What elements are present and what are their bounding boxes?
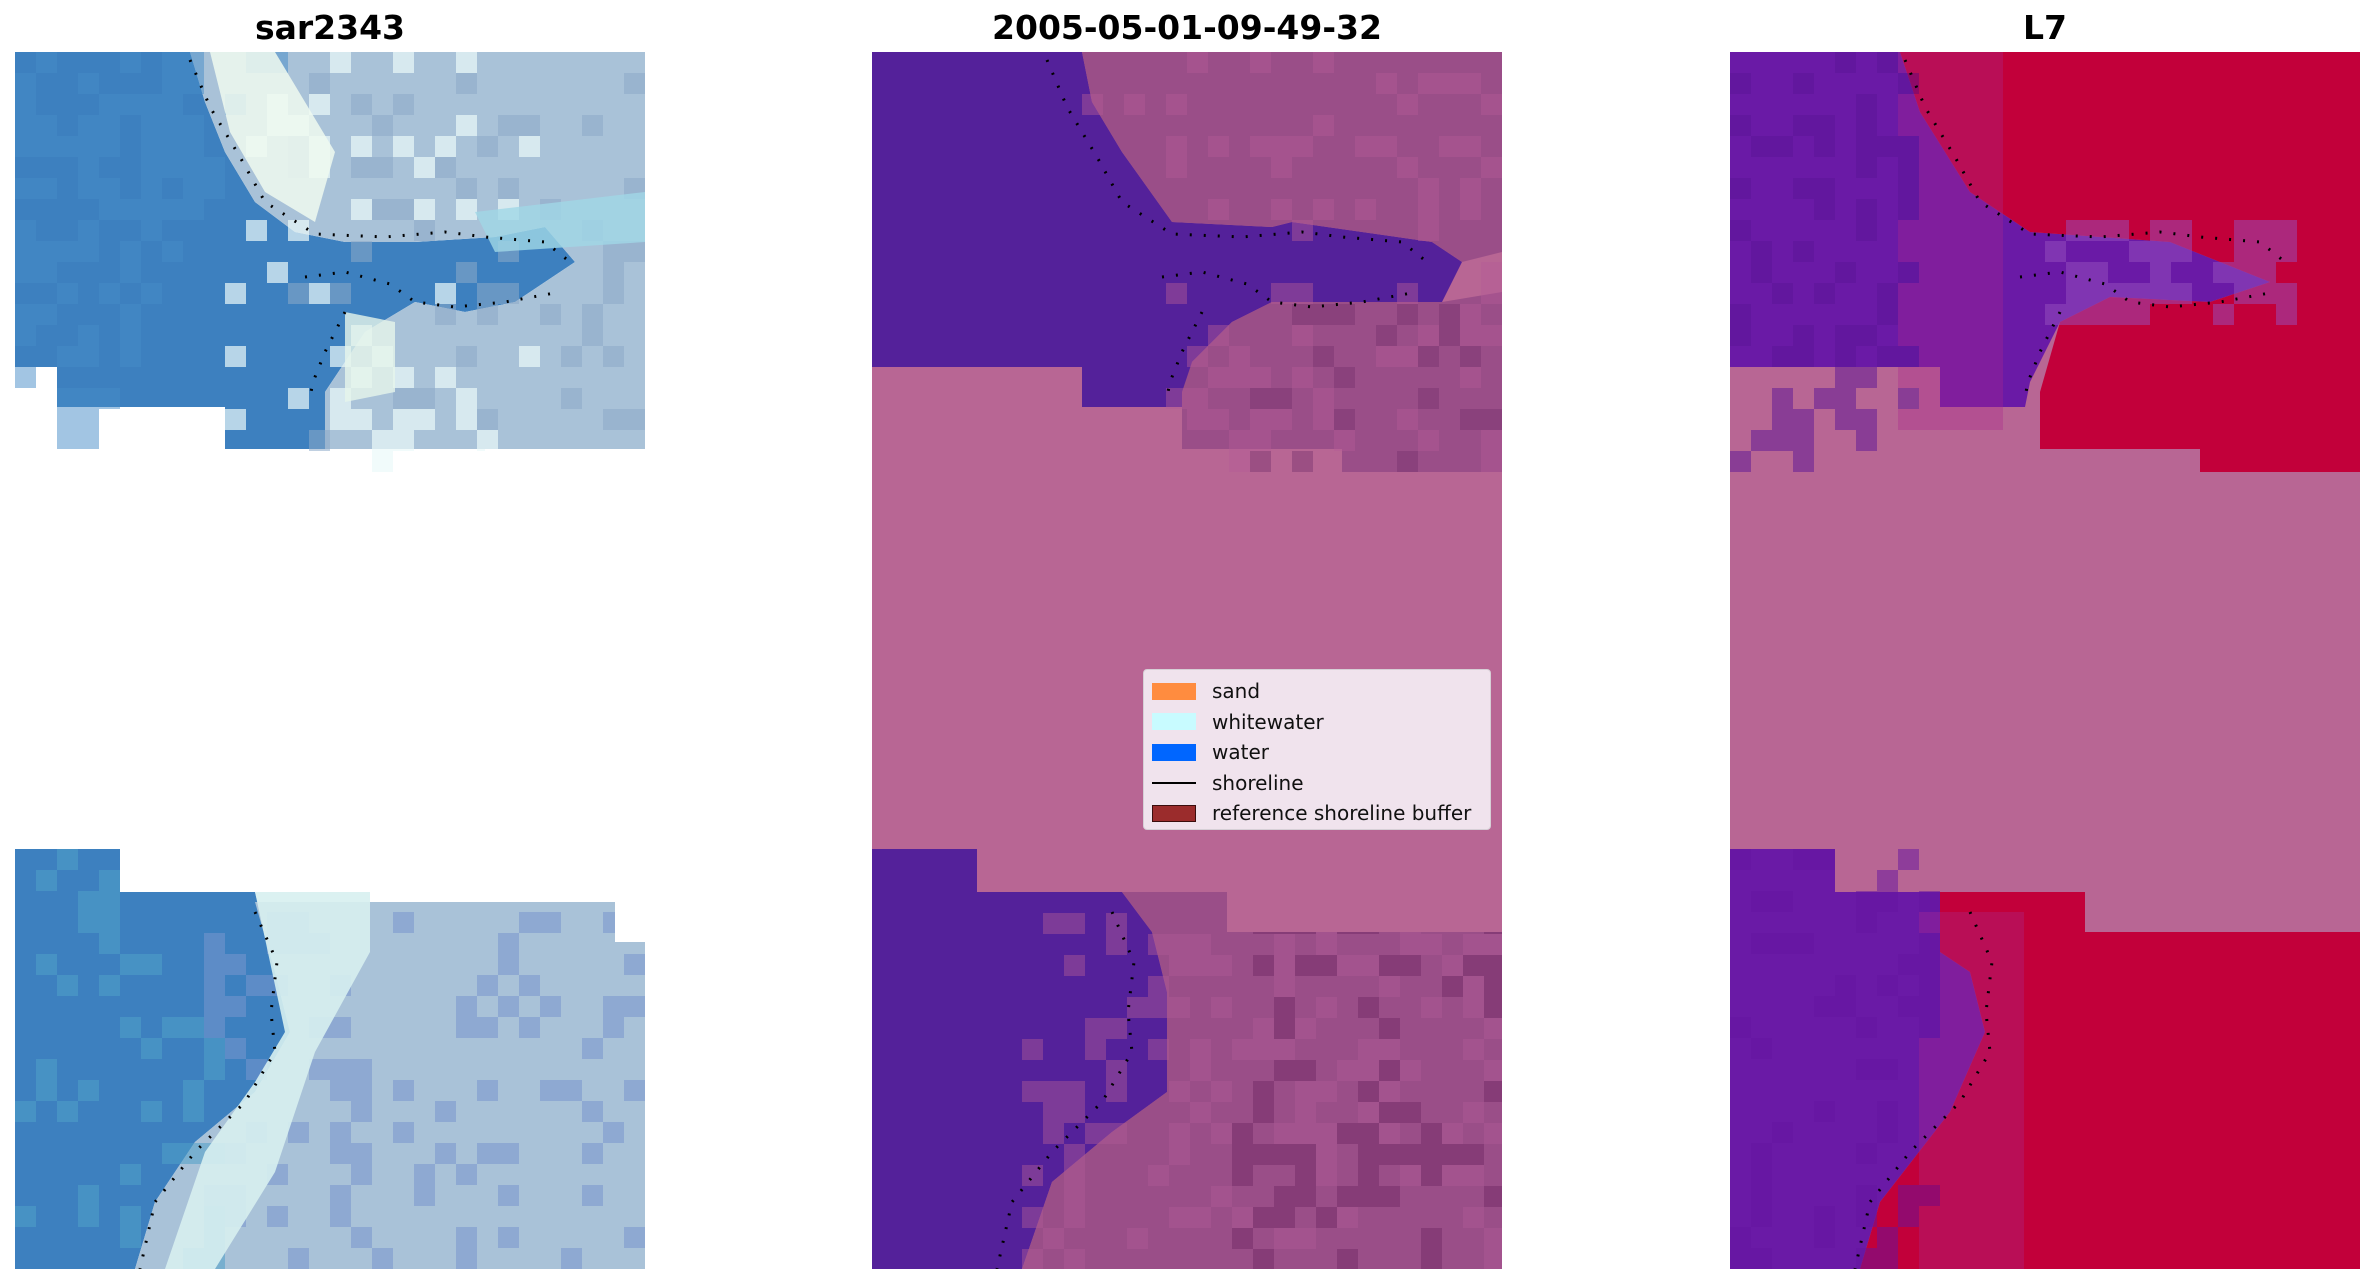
- rgb-whitewater-top-2: [345, 312, 395, 402]
- rgb-nodata-corner-3: [485, 449, 645, 472]
- legend-item-whitewater: whitewater: [1152, 707, 1490, 738]
- rgb-nodata-gap: [15, 472, 645, 849]
- legend-item-reference-buffer: reference shoreline buffer: [1152, 798, 1490, 829]
- class-water-bottom: [872, 849, 1167, 1269]
- index-shoreline-top-3: [2023, 311, 2062, 398]
- classification-image-panel: [872, 52, 1502, 1269]
- index-image-panel: [1730, 52, 2360, 1269]
- rgb-image: [15, 52, 645, 1269]
- shoreline-line-swatch: [1152, 781, 1196, 784]
- legend-label-shoreline: shoreline: [1212, 770, 1304, 795]
- water-swatch: [1152, 743, 1196, 761]
- rgb-shoreline-top: [188, 59, 571, 264]
- class-water-top: [872, 52, 1462, 407]
- rgb-nodata-notch: [370, 892, 645, 902]
- legend-item-shoreline: shoreline: [1152, 768, 1490, 799]
- rgb-nodata-corner-4: [120, 849, 645, 892]
- class-land-top: [1082, 52, 1502, 262]
- panel-title-rgb: sar2343: [254, 8, 406, 47]
- legend-item-sand: sand: [1152, 676, 1490, 707]
- legend-label-water: water: [1212, 740, 1269, 765]
- class-texture-top: [1082, 52, 1502, 472]
- reference-buffer-swatch: [1152, 804, 1196, 822]
- index-land-bottom: [1860, 892, 2360, 1269]
- rgb-whitewater-top: [210, 52, 335, 222]
- class-nodata-notch: [1227, 892, 1502, 932]
- legend-label-whitewater: whitewater: [1212, 709, 1324, 734]
- rgb-image-panel: [15, 52, 645, 1269]
- index-image: [1730, 52, 2360, 1269]
- class-land-bottom: [1022, 892, 1502, 1269]
- classification-image: [872, 52, 1502, 1269]
- index-nodata-notch: [2085, 892, 2360, 932]
- class-land-top-2: [1182, 292, 1502, 472]
- index-texture-bottom: [1730, 849, 2024, 1269]
- rgb-wave-band: [475, 192, 645, 252]
- sand-swatch: [1152, 682, 1196, 700]
- panel-title-classification: 2005-05-01-09-49-32: [992, 8, 1382, 47]
- index-shoreline-top: [1903, 59, 2286, 264]
- whitewater-swatch: [1152, 713, 1196, 731]
- legend-item-water: water: [1152, 737, 1490, 768]
- rgb-nodata-corner-2: [57, 449, 225, 472]
- rgb-nodata-corner-1: [15, 407, 57, 472]
- rgb-whitewater-bottom: [165, 892, 370, 1269]
- index-land-top: [1900, 52, 2360, 472]
- index-texture-top: [1730, 52, 2297, 472]
- panel-title-index: L7: [2023, 8, 2067, 47]
- rgb-nodata-notch-2: [615, 902, 645, 942]
- class-shoreline-top: [1045, 59, 1428, 264]
- class-shoreline-top-3: [1165, 311, 1204, 398]
- legend: sand whitewater water shoreline referenc…: [1143, 669, 1491, 830]
- rgb-shoreline-top-3: [308, 311, 347, 398]
- legend-label-reference-buffer: reference shoreline buffer: [1212, 801, 1472, 826]
- legend-label-sand: sand: [1212, 679, 1261, 704]
